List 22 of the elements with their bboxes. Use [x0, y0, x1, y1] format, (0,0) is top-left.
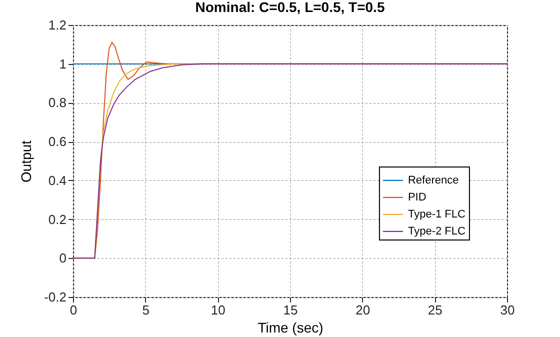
- y-tick-label: 0.4: [48, 172, 66, 188]
- y-tick-label: 1: [59, 56, 66, 72]
- x-tick-label: 15: [283, 302, 298, 318]
- y-tick-label: -0.2: [44, 290, 66, 304]
- x-tick-label: 5: [142, 302, 150, 318]
- y-tick-label: 0.2: [48, 212, 66, 227]
- x-tick-label: 30: [500, 302, 515, 318]
- y-tick-label: 0.6: [48, 134, 66, 150]
- x-tick-label: 20: [356, 302, 370, 318]
- legend-label: PID: [408, 191, 426, 204]
- y-axis-title: Output: [18, 140, 34, 183]
- x-tick-label: 0: [70, 302, 78, 318]
- y-tick-label: 1.2: [48, 18, 66, 32]
- x-axis-title: Time (sec): [258, 320, 324, 336]
- legend-label: Type-2 FLC: [408, 225, 466, 238]
- y-tick-label: 0.8: [48, 95, 66, 110]
- x-tick-label: 10: [210, 302, 226, 318]
- legend-label: Type-1 FLC: [408, 208, 466, 220]
- y-tick-label: 0: [59, 250, 66, 266]
- x-tick-label: 25: [428, 302, 442, 318]
- legend-label: Reference: [408, 174, 459, 186]
- chart-title: Nominal: C=0.5, L=0.5, T=0.5: [195, 0, 385, 15]
